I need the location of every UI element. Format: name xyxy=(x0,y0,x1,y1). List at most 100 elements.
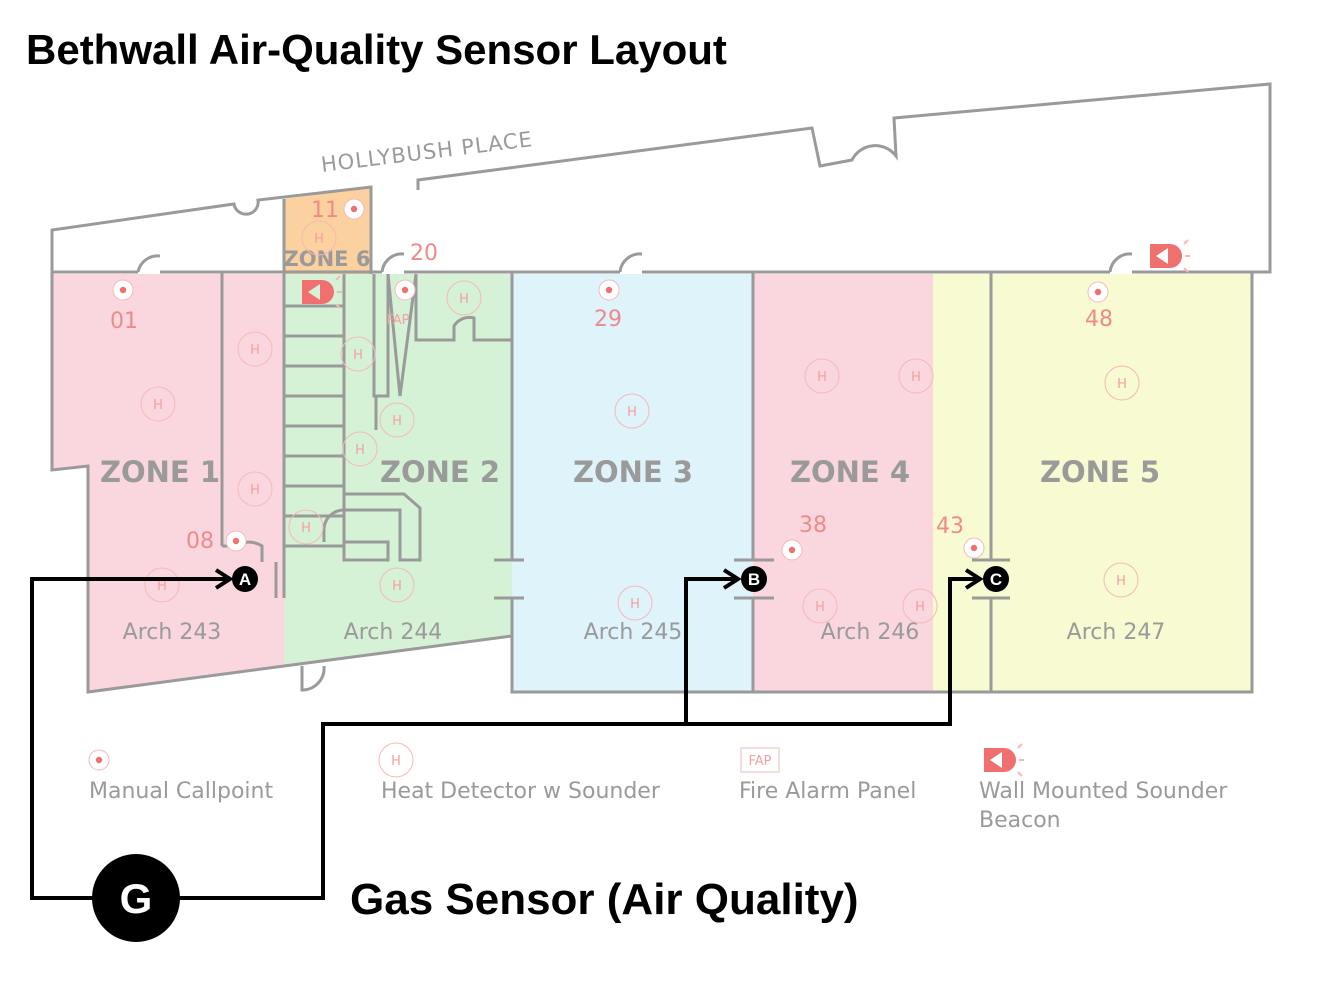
arch-245-label: Arch 245 xyxy=(584,620,683,645)
sensor-c-label: C xyxy=(990,570,1002,589)
svg-text:H: H xyxy=(355,443,365,458)
heat-detector: H xyxy=(288,509,324,545)
sensor-b: B xyxy=(741,566,767,592)
floor-plan-walls xyxy=(50,82,1272,694)
callpoint-number: 48 xyxy=(1085,307,1113,332)
sensor-a-label: A xyxy=(239,570,251,589)
legend-sounder-beacon-line2: Beacon xyxy=(979,808,1061,833)
heat-detector: H xyxy=(1104,365,1140,401)
zone-6-label: ZONE 6 xyxy=(284,247,371,271)
legend-sounder-icon xyxy=(983,743,1025,777)
svg-text:H: H xyxy=(353,348,363,363)
svg-text:H: H xyxy=(630,597,640,612)
svg-text:H: H xyxy=(627,405,637,420)
callpoint-11 xyxy=(343,198,365,220)
zone-3-label: ZONE 3 xyxy=(573,455,693,489)
zone-labels: ZONE 1 ZONE 2 ZONE 3 ZONE 4 ZONE 5 ZONE … xyxy=(100,247,1160,489)
legend-fap-icon: FAP xyxy=(740,747,780,773)
zone-2-label: ZONE 2 xyxy=(380,455,500,489)
callpoint-number: 38 xyxy=(799,513,827,538)
callpoint-number: 01 xyxy=(110,309,138,334)
heat-detector: H xyxy=(902,588,938,624)
svg-text:H: H xyxy=(459,292,469,307)
heat-detector: H xyxy=(379,567,415,603)
legend-sounder-beacon-line1: Wall Mounted Sounder xyxy=(979,779,1228,804)
gas-sensor-label: Gas Sensor (Air Quality) xyxy=(350,875,859,924)
callpoint-38 xyxy=(781,539,803,561)
gas-sensor-symbol: G xyxy=(120,875,153,922)
zone-1-label: ZONE 1 xyxy=(100,455,220,489)
legend-callpoint-icon xyxy=(88,749,110,771)
svg-text:H: H xyxy=(301,521,311,536)
manual-callpoints: 01 08 11 20 29 38 43 48 xyxy=(110,198,1113,561)
callpoint-08 xyxy=(225,530,247,552)
callpoint-number: 43 xyxy=(936,514,964,539)
gas-sensor: G xyxy=(92,854,180,942)
heat-detector: H xyxy=(140,386,176,422)
sensor-wiring xyxy=(30,568,984,900)
zone-fills xyxy=(52,187,1252,692)
callpoint-48 xyxy=(1087,281,1109,303)
legend-heat-detector: Heat Detector w Sounder xyxy=(381,779,661,804)
sensor-b-label: B xyxy=(748,570,760,589)
zone-2-fill xyxy=(284,274,512,666)
callpoint-number: 11 xyxy=(311,198,339,223)
heat-detector: H xyxy=(379,402,415,438)
callpoint-number: 08 xyxy=(186,529,214,554)
heat-detector: H xyxy=(617,585,653,621)
sensor-c: C xyxy=(983,566,1009,592)
heat-detector: H xyxy=(1103,562,1139,598)
fap-mark: FAP xyxy=(386,313,409,328)
svg-text:FAP: FAP xyxy=(748,754,771,769)
callpoint-43 xyxy=(963,537,985,559)
legend-manual-callpoint: Manual Callpoint xyxy=(89,779,273,804)
zone-1-fill xyxy=(52,274,284,692)
svg-text:H: H xyxy=(1117,377,1127,392)
legend: Manual Callpoint H Heat Detector w Sound… xyxy=(88,742,1228,833)
heat-detector: H xyxy=(804,358,840,394)
callpoint-number: 20 xyxy=(410,241,438,266)
zone-5-label: ZONE 5 xyxy=(1040,455,1160,489)
zone-4-label: ZONE 4 xyxy=(790,455,910,489)
svg-text:H: H xyxy=(817,370,827,385)
heat-detector: H xyxy=(614,393,650,429)
arch-labels: Arch 243 Arch 244 Arch 245 Arch 246 Arch… xyxy=(123,620,1166,645)
svg-text:H: H xyxy=(391,754,401,769)
heat-detector: H xyxy=(340,336,376,372)
svg-text:H: H xyxy=(815,600,825,615)
sensor-a: A xyxy=(232,566,258,592)
callpoint-20 xyxy=(394,279,416,301)
arch-246-label: Arch 246 xyxy=(821,620,920,645)
heat-detectors: H H H H H H H H H H H H H H H H H H H xyxy=(140,220,1140,624)
svg-text:H: H xyxy=(250,483,260,498)
heat-detector: H xyxy=(144,567,180,603)
svg-text:H: H xyxy=(250,343,260,358)
fire-alarm-panel: FAP xyxy=(386,313,409,328)
svg-text:H: H xyxy=(392,579,402,594)
page-title: Bethwall Air-Quality Sensor Layout xyxy=(26,26,727,73)
heat-detector: H xyxy=(446,280,482,316)
heat-detector: H xyxy=(237,331,273,367)
zone-3-fill xyxy=(512,274,753,692)
zone-5-fill xyxy=(933,274,1252,692)
arch-244-label: Arch 244 xyxy=(344,620,443,645)
arch-247-label: Arch 247 xyxy=(1067,620,1166,645)
sounder-beacon-front xyxy=(1149,239,1191,273)
legend-fire-alarm-panel: Fire Alarm Panel xyxy=(739,779,916,804)
svg-text:H: H xyxy=(1116,574,1126,589)
zone-4-fill xyxy=(753,274,933,692)
heat-detector: H xyxy=(342,431,378,467)
heat-detector: H xyxy=(802,588,838,624)
svg-text:H: H xyxy=(314,232,324,247)
legend-heat-detector-icon: H xyxy=(378,742,414,778)
svg-text:H: H xyxy=(153,398,163,413)
heat-detector: H xyxy=(301,220,337,256)
svg-text:H: H xyxy=(915,600,925,615)
svg-text:H: H xyxy=(911,370,921,385)
callpoint-29 xyxy=(598,279,620,301)
callpoint-number: 29 xyxy=(594,307,622,332)
heat-detector: H xyxy=(237,471,273,507)
svg-text:H: H xyxy=(157,579,167,594)
arch-243-label: Arch 243 xyxy=(123,620,222,645)
heat-detector: H xyxy=(898,358,934,394)
